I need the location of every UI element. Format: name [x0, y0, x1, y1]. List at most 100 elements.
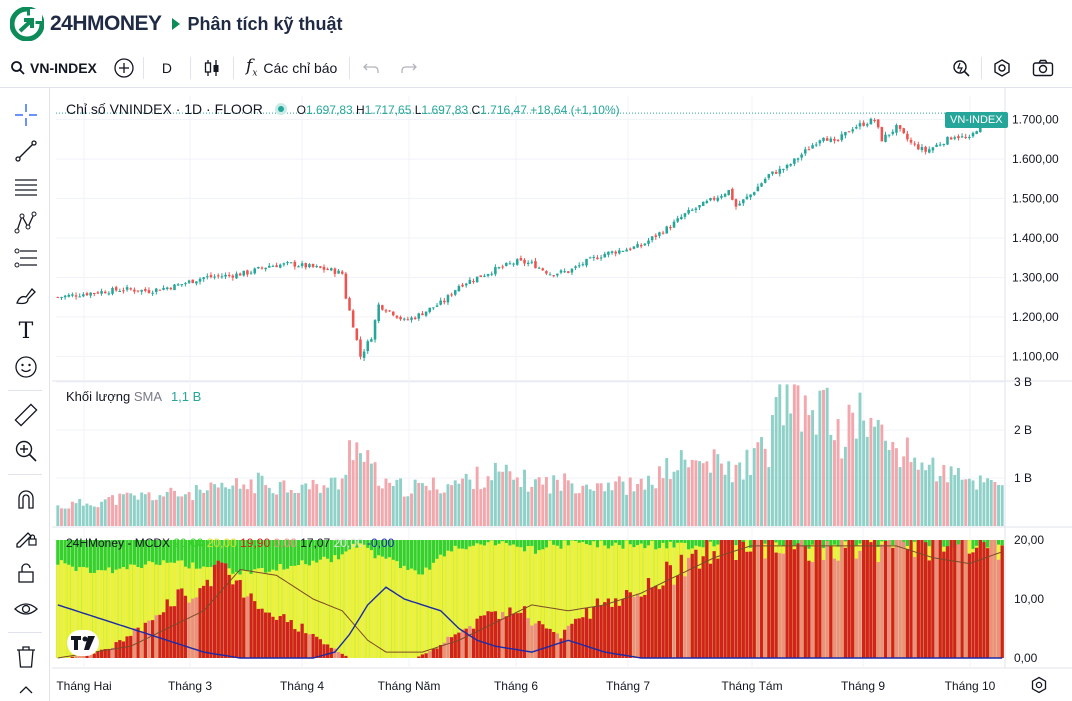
tradingview-logo[interactable]	[67, 630, 99, 656]
trendline-tool[interactable]	[13, 138, 39, 164]
mcdx-red-bar	[931, 540, 935, 658]
mcdx-value-7: -0,00	[366, 536, 395, 550]
indicators-label: Các chỉ báo	[263, 59, 338, 76]
mcdx-red-bar	[420, 654, 425, 658]
quick-settings-button[interactable]	[941, 48, 981, 88]
ruler-tool[interactable]	[13, 402, 39, 428]
mcdx-yellow-bar	[315, 562, 319, 658]
volume-bar	[738, 462, 742, 526]
text-tool[interactable]: T	[13, 318, 39, 344]
zoom-in-tool[interactable]	[13, 438, 39, 464]
undo-button[interactable]	[350, 48, 392, 88]
brush-tool[interactable]	[13, 282, 39, 308]
candle-body	[869, 118, 873, 125]
mcdx-red-bar	[581, 617, 585, 658]
candle-body	[570, 268, 574, 273]
redo-button[interactable]	[392, 48, 426, 88]
candle-body	[319, 266, 322, 268]
volume-bar	[964, 479, 968, 526]
toolbar-right	[941, 48, 1064, 88]
candle-body	[450, 294, 453, 296]
mcdx-red-bar	[158, 614, 162, 658]
mcdx-yellow-bar	[96, 570, 100, 658]
mcdx-yellow-bar	[449, 551, 454, 658]
mcdx-yellow-bar	[515, 546, 519, 658]
candle-body	[789, 164, 792, 166]
mcdx-red-bar	[967, 553, 972, 658]
volume-bar	[286, 492, 289, 526]
mcdx-red-bar	[654, 585, 658, 658]
volume-bar	[89, 505, 93, 526]
volume-bar	[70, 501, 74, 526]
volume-bar	[402, 496, 406, 526]
add-symbol-button[interactable]	[105, 48, 143, 88]
volume-bar	[198, 489, 202, 526]
mcdx-value-4: 0,00	[273, 536, 297, 550]
stay-in-draw-tool[interactable]	[13, 524, 39, 550]
interval-button[interactable]: D	[144, 48, 190, 88]
mcdx-red-bar	[953, 540, 957, 658]
mcdx-red-bar	[289, 620, 293, 658]
mcdx-red-bar	[665, 561, 669, 658]
candle-body	[687, 210, 690, 214]
pattern-tool[interactable]	[13, 210, 39, 236]
volume-bar	[585, 484, 588, 526]
chart-type-button[interactable]	[191, 48, 233, 88]
mcdx-yellow-bar	[577, 542, 581, 658]
screenshot-button[interactable]	[1022, 48, 1064, 88]
mcdx-yellow-bar	[158, 565, 162, 658]
chart-settings-button[interactable]	[982, 48, 1022, 88]
candle-body	[100, 291, 103, 294]
mcdx-red-bar	[256, 608, 261, 658]
volume-bar	[537, 477, 541, 526]
volume-bar	[151, 500, 155, 526]
mcdx-red-bar	[854, 558, 858, 658]
mcdx-yellow-bar	[522, 551, 527, 658]
candle-body	[898, 125, 902, 129]
candle-body	[340, 271, 344, 274]
indicators-button[interactable]: fx Các chỉ báo	[234, 48, 349, 88]
volume-bar	[256, 472, 260, 526]
mcdx-red-bar	[442, 642, 446, 658]
volume-bar	[599, 483, 603, 526]
volume-bar	[293, 492, 297, 526]
mcdx-red-bar	[603, 602, 607, 658]
volume-label: Khối lượng	[66, 389, 131, 404]
emoji-tool[interactable]	[13, 354, 39, 380]
mcdx-yellow-bar	[300, 560, 304, 658]
chart-canvas[interactable]: 1.100,00 1.200,00 1.300,00 1.400,00 1.500,00…	[52, 88, 1072, 701]
remove-drawings-tool[interactable]	[13, 644, 39, 670]
candle-body	[742, 199, 745, 204]
mcdx-red-bar	[468, 626, 472, 658]
symbol-search[interactable]: VN-INDEX	[0, 48, 105, 88]
mcdx-yellow-bar	[504, 543, 508, 658]
lock-tool[interactable]	[13, 560, 39, 586]
mcdx-red-bar	[304, 633, 308, 658]
candle-body	[60, 297, 63, 299]
mcdx-red-bar	[592, 606, 596, 658]
collapse-tool[interactable]	[13, 684, 39, 696]
candle-body	[421, 313, 424, 316]
logo[interactable]: 24HMONEY	[10, 7, 162, 41]
candle-body	[417, 313, 421, 319]
time-axis-label: Tháng 4	[280, 679, 324, 693]
magnet-tool[interactable]	[13, 486, 39, 512]
fib-tool[interactable]	[13, 246, 39, 272]
mcdx-red-bar	[778, 553, 782, 658]
mcdx-red-bar	[242, 597, 246, 658]
chart-toolbar: VN-INDEX D fx Các chỉ báo	[0, 48, 1072, 88]
mcdx-yellow-bar	[617, 545, 621, 658]
time-axis-settings[interactable]	[1030, 676, 1048, 699]
crosshair-icon	[15, 104, 37, 126]
mcdx-yellow-bar	[428, 569, 432, 658]
volume-legend: Khối lượng SMA 1,1 B	[66, 389, 201, 404]
crosshair-tool[interactable]	[13, 102, 39, 128]
horizontal-lines-tool[interactable]	[13, 174, 39, 200]
mcdx-yellow-bar	[296, 565, 301, 658]
candle-body	[931, 147, 935, 151]
mcdx-yellow-bar	[85, 567, 89, 658]
candle-body	[472, 281, 475, 283]
mcdx-red-bar	[975, 547, 979, 658]
mcdx-yellow-bar	[530, 545, 534, 658]
visibility-tool[interactable]	[13, 596, 39, 622]
